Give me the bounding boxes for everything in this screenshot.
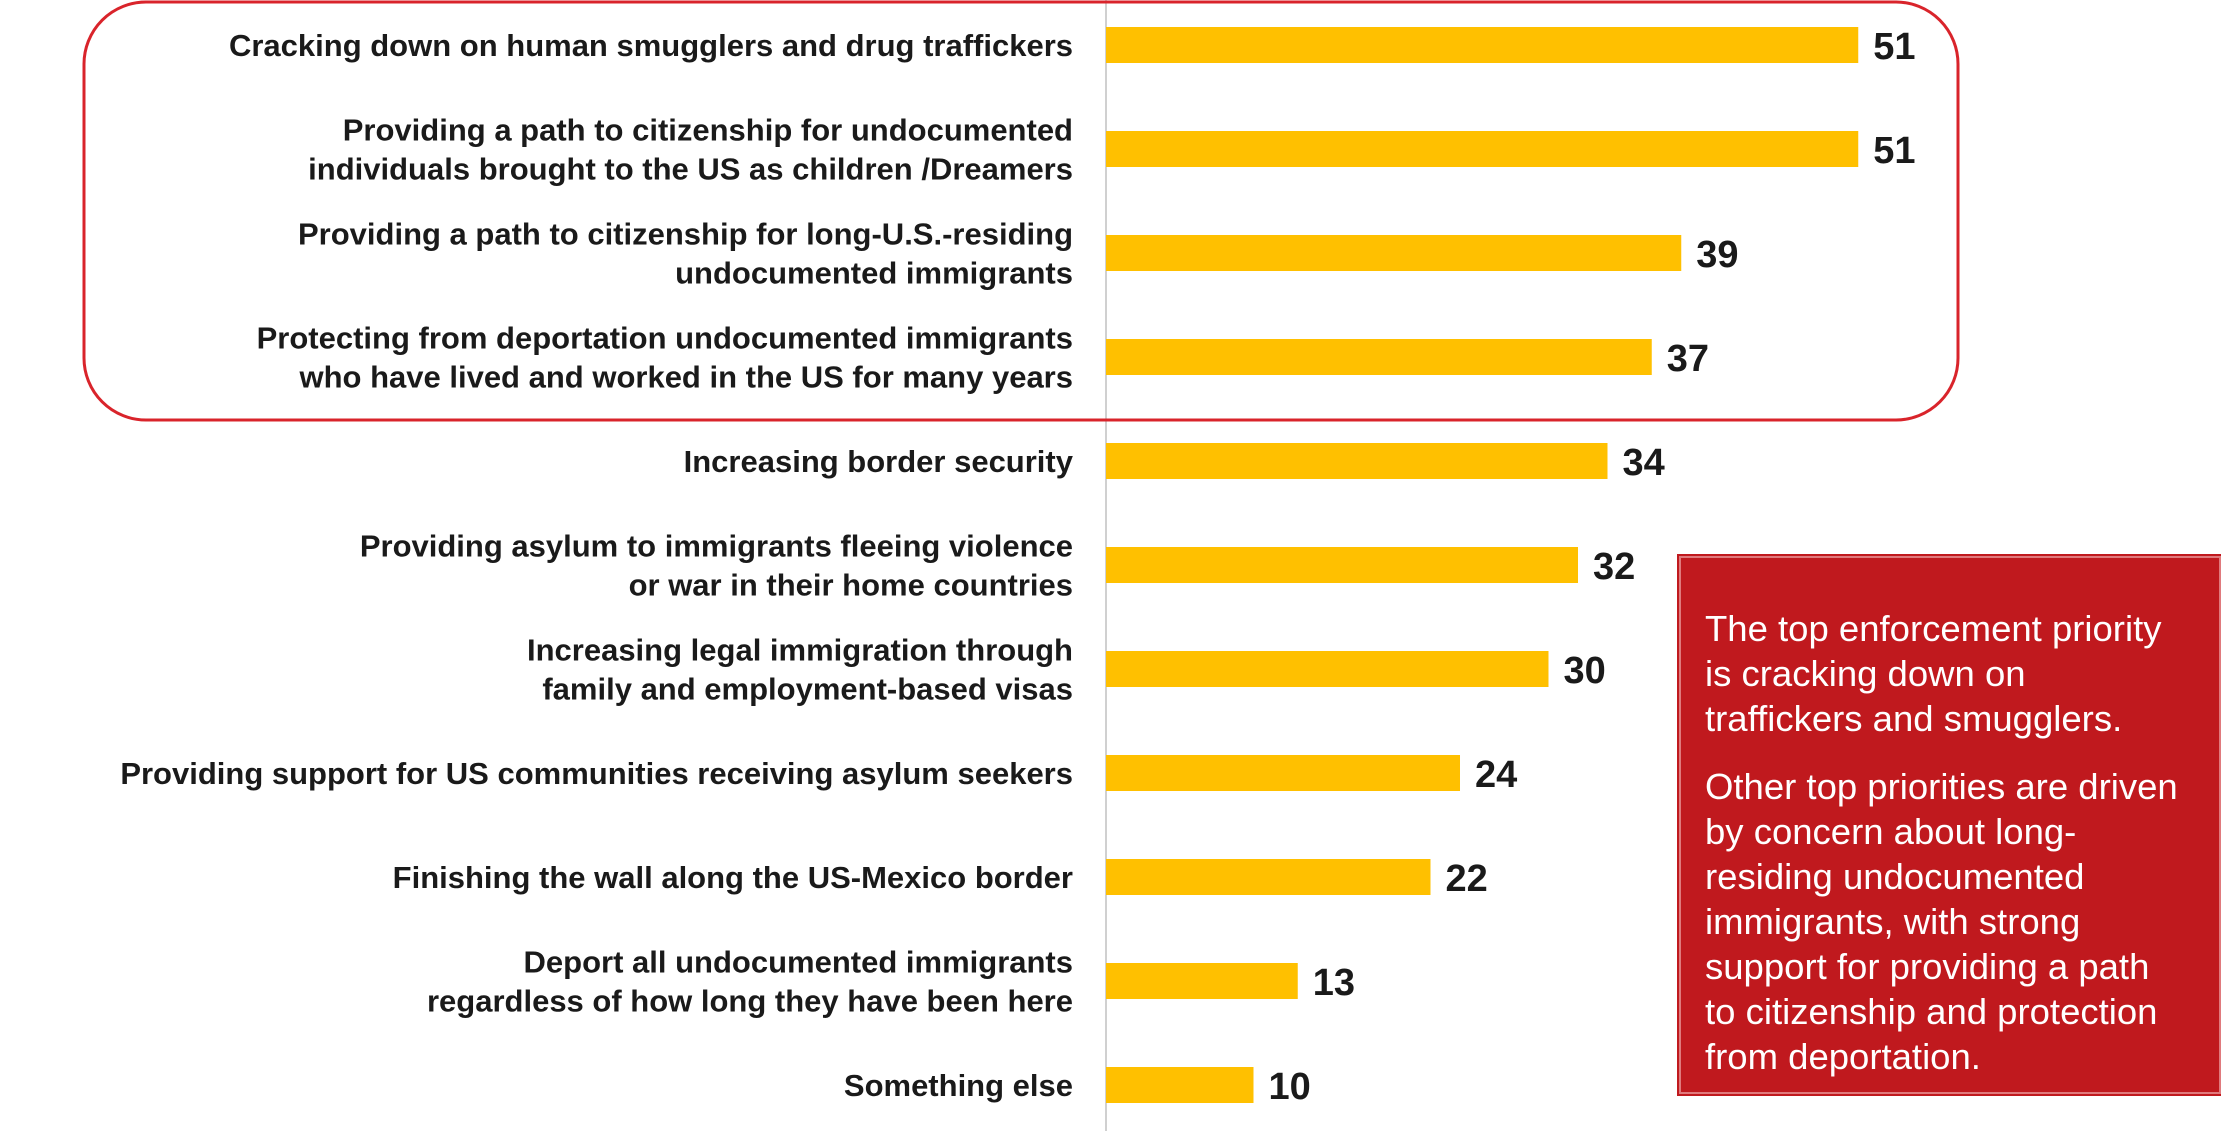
bar	[1106, 547, 1578, 583]
bar	[1106, 131, 1859, 167]
category-label: Providing a path to citizenship for long…	[298, 217, 1073, 291]
category-label: Cracking down on human smugglers and dru…	[229, 28, 1073, 63]
category-label: Providing asylum to immigrants fleeing v…	[360, 529, 1073, 603]
bar	[1106, 859, 1431, 895]
bar	[1106, 963, 1298, 999]
bar	[1106, 1067, 1254, 1103]
category-label: Finishing the wall along the US-Mexico b…	[393, 860, 1073, 895]
category-label: Deport all undocumented immigrants regard…	[427, 945, 1073, 1019]
bar	[1106, 339, 1652, 375]
callout-paragraph-2: Other top priorities are driven by conce…	[1705, 766, 2178, 1077]
category-label: Providing support for US communities rec…	[120, 756, 1073, 791]
category-label: Increasing legal immigration through fami…	[527, 633, 1073, 707]
callout-box: The top enforcement priority is cracking…	[1677, 554, 2221, 1096]
value-label: 51	[1873, 130, 1915, 172]
bar	[1106, 755, 1460, 791]
value-label: 34	[1623, 442, 1665, 484]
highlight-frame	[82, 0, 1960, 422]
value-label: 10	[1269, 1066, 1311, 1108]
category-label: Increasing border security	[684, 444, 1074, 479]
value-label: 51	[1873, 26, 1915, 68]
value-label: 22	[1446, 858, 1488, 900]
bar	[1106, 235, 1682, 271]
bar	[1106, 443, 1608, 479]
category-label: Providing a path to citizenship for undo…	[308, 113, 1073, 187]
value-label: 13	[1313, 962, 1355, 1004]
category-label: Protecting from deportation undocumented…	[257, 321, 1073, 395]
value-label: 24	[1475, 754, 1517, 796]
value-label: 30	[1564, 650, 1606, 692]
callout-paragraph-1: The top enforcement priority is cracking…	[1705, 608, 2162, 739]
value-label: 39	[1696, 234, 1738, 276]
category-label: Something else	[844, 1068, 1073, 1103]
value-label: 37	[1667, 338, 1709, 380]
bar	[1106, 651, 1549, 687]
value-label: 32	[1593, 546, 1635, 588]
bar	[1106, 27, 1859, 63]
